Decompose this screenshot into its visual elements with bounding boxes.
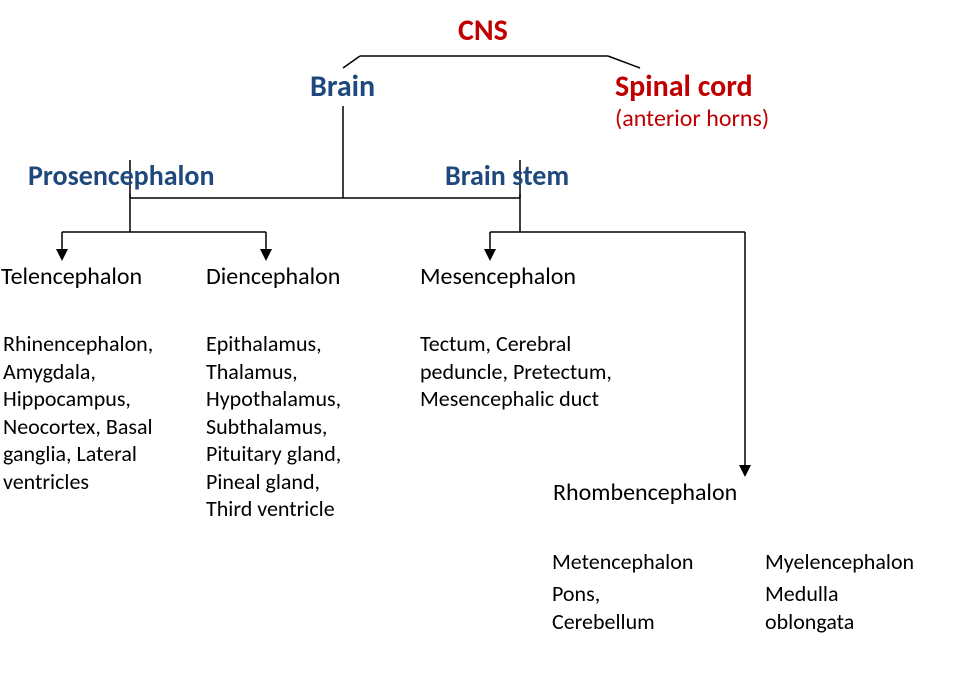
- node-telencephalon: Telencephalon: [1, 262, 142, 292]
- node-diencephalon-detail: Epithalamus, Thalamus, Hypothalamus, Sub…: [206, 330, 341, 523]
- node-diencephalon: Diencephalon: [206, 262, 340, 292]
- node-myelencephalon: Myelencephalon: [765, 548, 914, 576]
- node-telencephalon-detail: Rhinencephalon, Amygdala, Hippocampus, N…: [3, 330, 153, 495]
- node-mesencephalon-detail: Tectum, Cerebral peduncle, Pretectum, Me…: [420, 330, 612, 413]
- node-brain-stem: Brain stem: [445, 158, 569, 193]
- node-ant-horns: (anterior horns): [615, 104, 769, 134]
- node-myelencephalon-detail: Medulla oblongata: [765, 580, 854, 635]
- node-metencephalon: Metencephalon: [552, 548, 693, 576]
- node-metencephalon-detail: Pons, Cerebellum: [552, 580, 655, 635]
- node-spinal: Spinal cord: [615, 68, 753, 106]
- node-cns: CNS: [458, 12, 508, 50]
- node-prosencephalon: Prosencephalon: [28, 158, 215, 193]
- node-mesencephalon: Mesencephalon: [420, 262, 576, 292]
- node-brain: Brain: [310, 68, 375, 106]
- node-rhombencephalon: Rhombencephalon: [553, 478, 737, 508]
